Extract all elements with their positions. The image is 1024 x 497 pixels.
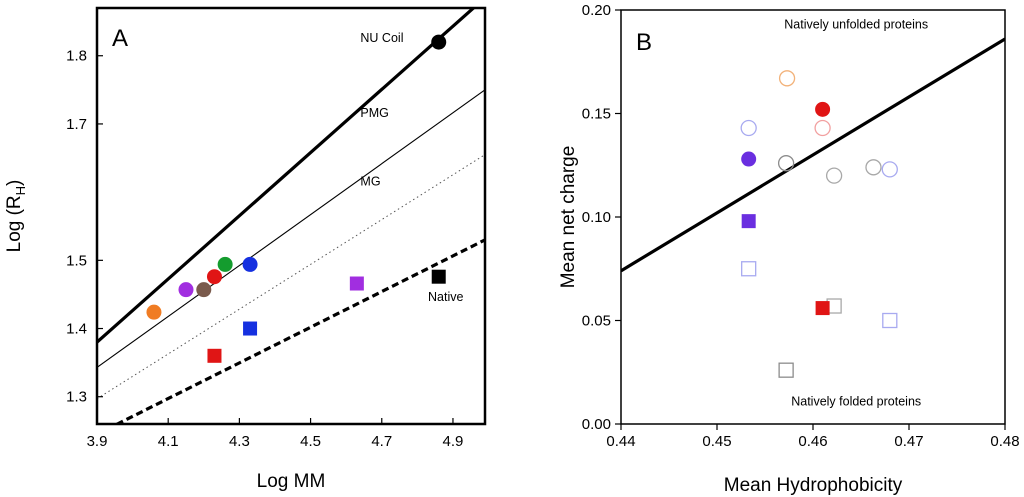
chart-a-points — [146, 34, 447, 363]
x-tick-label: 3.9 — [87, 433, 108, 450]
annotation-pmg: PMG — [360, 106, 388, 120]
line-nu-coil — [97, 8, 476, 344]
data-point-circle-2 — [146, 304, 162, 320]
x-tick-label: 4.5 — [300, 433, 321, 450]
data-point-square-14 — [882, 312, 898, 329]
x-tick-label: 0.47 — [894, 433, 923, 450]
data-point-square-9 — [243, 321, 258, 336]
x-tick-label: 4.3 — [229, 433, 250, 450]
data-point-circle-2 — [740, 119, 757, 137]
data-point-square-15 — [778, 362, 794, 378]
chart-b-panel-label: B — [636, 29, 652, 56]
data-point-circle-8 — [865, 159, 882, 176]
x-tick-label: 0.44 — [606, 433, 635, 450]
chart-b: 0.44 0.45 0.46 0.47 0.48 0.00 0.05 0.10 0.15 0.20… — [558, 2, 1020, 496]
data-point-circle-6 — [777, 155, 795, 172]
data-point-square-11 — [741, 261, 757, 277]
y-tick-label: 0.00 — [582, 416, 611, 433]
annotation-natively-folded: Natively folded proteins — [791, 394, 921, 408]
y-tick-label: 1.7 — [66, 116, 87, 133]
data-point-circle-6 — [217, 256, 233, 272]
line-pmg — [97, 89, 485, 368]
x-tick-label: 0.48 — [990, 433, 1019, 450]
data-point-square-11 — [431, 269, 446, 284]
data-point-circle-7 — [825, 167, 843, 184]
annotation-natively-unfolded: Natively unfolded proteins — [784, 18, 928, 32]
x-tick-label: 4.9 — [443, 433, 464, 450]
chart-a-lines — [97, 8, 485, 424]
data-point-circle-9 — [881, 161, 898, 178]
y-label-main: Log (R — [4, 195, 25, 252]
data-point-circle-5 — [814, 119, 831, 137]
y-tick-label: 1.3 — [66, 389, 87, 406]
chart-b-lines — [621, 37, 1005, 273]
data-point-circle-1 — [778, 70, 796, 87]
y-tick-label: 0.05 — [582, 313, 611, 330]
chart-b-x-axis-label: Mean Hydrophobicity — [724, 475, 903, 496]
x-tick-label: 4.7 — [371, 433, 392, 450]
data-point-circle-1 — [431, 34, 447, 50]
line-boundary — [621, 37, 1005, 273]
chart-b-points — [740, 70, 898, 378]
data-point-circle-3 — [741, 151, 757, 167]
chart-a-ticks: 3.9 4.1 4.3 4.5 4.7 4.9 1.3 1.4 1.5 1.7 1.8 — [66, 48, 463, 450]
x-tick-label: 0.46 — [798, 433, 827, 450]
chart-a-y-axis-label: Log (RH) — [4, 180, 28, 253]
data-point-circle-7 — [242, 256, 258, 272]
y-tick-label: 0.10 — [582, 209, 611, 226]
line-native — [113, 238, 485, 424]
chart-a-x-axis-label: Log MM — [257, 471, 326, 492]
y-tick-label: 0.15 — [582, 106, 611, 123]
data-point-circle-4 — [196, 282, 212, 298]
data-point-circle-5 — [206, 269, 222, 285]
chart-b-ticks: 0.44 0.45 0.46 0.47 0.48 0.00 0.05 0.10 0.15 0.20 — [582, 2, 1020, 450]
data-point-circle-3 — [178, 282, 194, 298]
chart-a-panel-label: A — [112, 25, 128, 52]
data-point-square-8 — [207, 348, 222, 363]
y-label-sub: H — [13, 186, 28, 195]
data-point-square-10 — [741, 214, 756, 229]
chart-b-y-axis-label: Mean net charge — [558, 146, 579, 289]
y-tick-label: 1.5 — [66, 252, 87, 269]
annotation-nu-coil: NU Coil — [360, 31, 403, 45]
chart-a-frame — [95, 6, 487, 426]
y-tick-label: 1.4 — [66, 321, 87, 338]
x-tick-label: 0.45 — [702, 433, 731, 450]
y-tick-label: 1.8 — [66, 48, 87, 65]
data-point-circle-4 — [815, 101, 831, 117]
chart-a-annotations: NU Coil PMG MG Native — [360, 31, 463, 304]
data-point-square-10 — [349, 276, 364, 291]
annotation-native: Native — [428, 290, 463, 304]
x-tick-label: 4.1 — [158, 433, 179, 450]
y-label-close: ) — [4, 180, 25, 186]
chart-a: 3.9 4.1 4.3 4.5 4.7 4.9 1.3 1.4 1.5 1.7 1.8 A NU C… — [4, 6, 487, 492]
data-point-square-13 — [815, 301, 830, 316]
chart-b-annotations: Natively unfolded proteins Natively fold… — [784, 18, 928, 409]
y-tick-label: 0.20 — [582, 2, 611, 19]
line-mg — [97, 154, 485, 400]
annotation-mg: MG — [360, 174, 380, 188]
